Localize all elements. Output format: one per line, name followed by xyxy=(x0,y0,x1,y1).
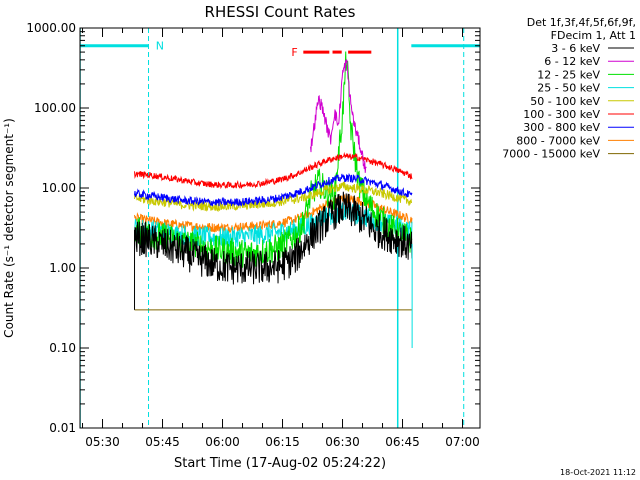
series-line xyxy=(134,180,412,212)
legend: Det 1f,3f,4f,5f,6f,9f, FDecim 1, Att 1 3… xyxy=(502,16,636,161)
legend-entry-label: 800 - 7000 keV xyxy=(516,134,600,147)
flare-flag-label: F xyxy=(291,46,297,59)
x-tick-label: 05:30 xyxy=(85,435,120,449)
legend-entry-label: 12 - 25 keV xyxy=(537,68,600,81)
series-line xyxy=(134,51,413,268)
plot-frame xyxy=(79,27,481,429)
legend-entry-label: 3 - 6 keV xyxy=(551,42,600,55)
x-tick-label: 06:45 xyxy=(385,435,420,449)
legend-header-line-1: Det 1f,3f,4f,5f,6f,9f, xyxy=(527,16,636,29)
generated-timestamp: 18-Oct-2021 11:12 xyxy=(560,468,636,477)
series-line xyxy=(134,191,413,285)
x-axis: 05:30 05:45 06:00 06:15 06:30 06:45 07:00 xyxy=(82,28,480,449)
x-tick-label: 07:00 xyxy=(445,435,480,449)
attenuator-label: N xyxy=(156,40,164,53)
y-tick-label: 100.00 xyxy=(34,101,76,115)
series-line xyxy=(134,151,413,190)
y-tick-label: 1000.00 xyxy=(26,21,76,35)
x-tick-label: 06:30 xyxy=(325,435,360,449)
y-tick-label: 1.00 xyxy=(49,261,76,275)
y-axis-label: Count Rate (s⁻¹ detector segment⁻¹) xyxy=(2,118,16,338)
legend-entry-label: 100 - 300 keV xyxy=(523,108,600,121)
series-line xyxy=(310,59,367,173)
y-tick-label: 0.01 xyxy=(49,421,76,435)
legend-entry-label: 50 - 100 keV xyxy=(530,95,600,108)
legend-entry-label: 300 - 800 keV xyxy=(523,121,600,134)
x-axis-label: Start Time (17-Aug-02 05:24:22) xyxy=(174,456,386,471)
y-tick-label: 0.10 xyxy=(49,341,76,355)
series-line xyxy=(134,172,413,207)
x-tick-label: 06:15 xyxy=(265,435,300,449)
legend-entry-label: 25 - 50 keV xyxy=(537,82,600,95)
x-tick-label: 05:45 xyxy=(145,435,180,449)
series-line xyxy=(134,202,413,249)
y-axis: 1000.00 100.00 10.00 1.00 0.10 0.01 xyxy=(26,21,480,435)
chart-title: RHESSI Count Rates xyxy=(205,3,356,21)
x-tick-label: 06:00 xyxy=(205,435,240,449)
y-tick-label: 10.00 xyxy=(42,181,76,195)
legend-header-line-2: FDecim 1, Att 1 xyxy=(551,29,636,42)
legend-entry-label: 6 - 12 keV xyxy=(544,55,600,68)
legend-entry-label: 7000 - 15000 keV xyxy=(502,148,600,161)
